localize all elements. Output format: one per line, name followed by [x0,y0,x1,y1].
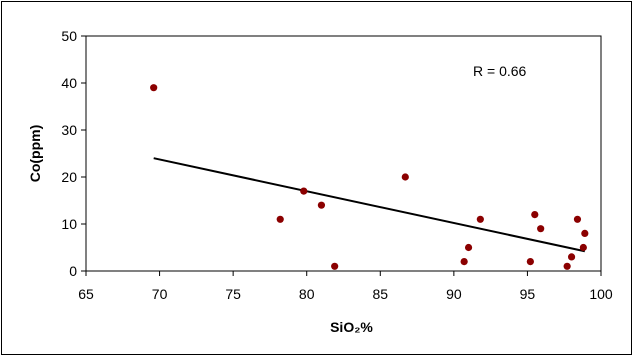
y-tick-label: 0 [69,263,77,279]
x-tick-label: 80 [299,286,315,302]
x-tick-label: 75 [225,286,241,302]
data-point [526,258,534,266]
data-point [464,243,473,252]
y-tick-label: 10 [61,216,77,232]
x-tick-label: 65 [78,286,94,302]
x-tick-label: 95 [520,286,536,302]
data-point [567,253,576,261]
data-point [579,243,587,252]
x-axis-title: SiO₂% [330,319,373,335]
y-tick-label: 50 [61,28,77,44]
data-point [531,211,539,219]
x-axis-ticks: 65 70 75 80 85 90 95 100 [78,271,613,302]
y-tick-label: 20 [61,169,77,185]
x-tick-label: 100 [589,286,613,302]
data-point [150,84,158,92]
y-tick-label: 40 [61,75,77,91]
data-point [317,201,326,209]
data-point [276,215,284,223]
data-point [460,258,468,266]
y-axis-title: Co(ppm) [27,125,43,183]
x-tick-label: 85 [372,286,388,302]
plot-area-frame [85,35,602,272]
data-point [581,229,589,237]
data-point [573,215,582,223]
y-tick-label: 30 [61,122,77,138]
data-points [150,84,589,270]
x-tick-label: 70 [152,286,168,302]
y-axis-ticks: 0 10 20 30 40 50 [61,28,86,279]
data-point [401,173,409,181]
x-tick-label: 90 [446,286,462,302]
data-point [563,262,571,270]
data-point [331,262,339,270]
data-point [300,187,308,195]
trend-line [153,157,586,253]
data-point [537,225,545,233]
data-point [476,215,484,223]
r-value-annotation: R = 0.66 [473,63,527,79]
